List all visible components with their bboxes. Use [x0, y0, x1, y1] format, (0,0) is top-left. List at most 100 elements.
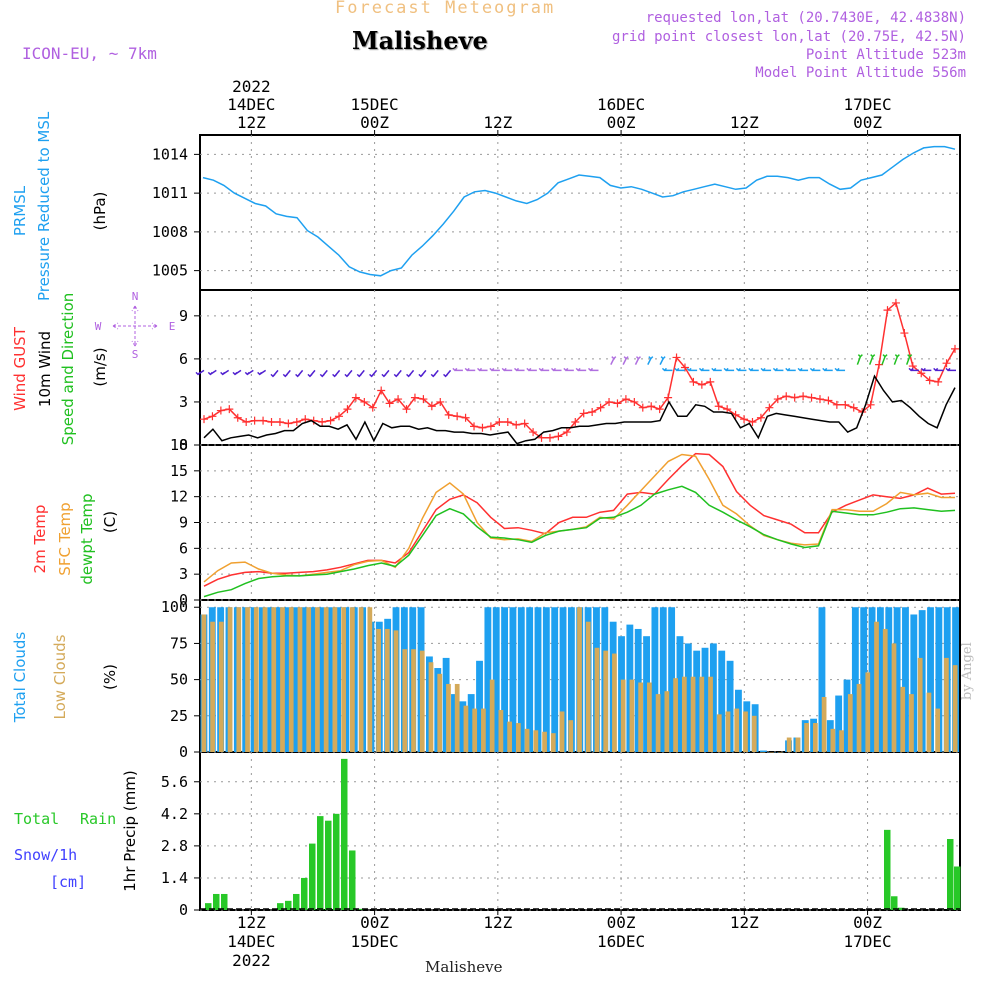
low-cloud-bar: [507, 721, 512, 752]
gust-marker: [571, 418, 580, 427]
ytick-label-3-2: 50: [170, 671, 188, 689]
ytick-label-2-6: 18: [170, 436, 188, 454]
ytick-label-3-0: 0: [179, 743, 188, 761]
ytick-label-4-0: 0: [179, 901, 188, 919]
wind-direction-arrow: [452, 367, 463, 372]
low-cloud-bar: [830, 728, 836, 752]
low-cloud-bar: [812, 723, 818, 752]
gust-marker: [503, 418, 512, 427]
bottom-hour-5: 00Z: [853, 913, 882, 932]
low-cloud-bar: [734, 708, 740, 752]
low-cloud-bar: [332, 607, 338, 752]
low-cloud-bar: [210, 621, 215, 752]
gust-marker: [723, 405, 732, 414]
gust-marker: [714, 402, 723, 411]
gust-marker: [562, 428, 571, 437]
total-cloud-bar: [476, 660, 483, 752]
gust-marker: [807, 393, 816, 402]
temp-2m-line: [203, 452, 956, 587]
low-cloud-bar: [280, 607, 285, 752]
total-cloud-bar: [701, 647, 709, 752]
low-cloud-bar: [708, 676, 713, 752]
low-cloud-bar: [288, 607, 294, 752]
wind-direction-arrow: [344, 369, 353, 378]
wind-direction-arrow: [785, 367, 796, 372]
gust-marker: [790, 393, 799, 402]
ytick-label-2-5: 15: [170, 462, 188, 480]
low-cloud-bar: [358, 607, 364, 752]
low-cloud-bar: [411, 649, 416, 752]
gust-marker: [335, 412, 344, 421]
low-cloud-bar: [315, 607, 320, 752]
wind-direction-arrow: [856, 354, 863, 365]
low-cloud-bar: [874, 621, 879, 752]
gust-marker: [385, 399, 394, 408]
low-cloud-bar: [909, 694, 914, 752]
wind-direction-arrow: [319, 369, 328, 378]
total-cloud-bar: [267, 607, 275, 752]
total-cloud-bar: [275, 607, 283, 752]
gust-marker: [419, 395, 428, 404]
gust-marker: [545, 433, 554, 442]
top-date-5: 17DEC: [843, 95, 891, 114]
wind-direction-arrow: [513, 367, 525, 372]
gust-marker: [697, 380, 706, 389]
gust-marker: [259, 416, 268, 425]
gust-marker: [832, 400, 841, 409]
gust-marker: [883, 306, 892, 315]
wind-direction-arrow: [881, 354, 888, 365]
low-cloud-bar: [594, 647, 600, 752]
wind-direction-arrow: [893, 354, 900, 365]
total-cloud-bar: [843, 679, 851, 752]
wind-direction-arrow: [723, 367, 735, 372]
wind-direction-arrow: [232, 369, 242, 376]
low-cloud-bar: [751, 715, 757, 752]
wind-direction-arrow: [356, 369, 365, 378]
gust-marker: [343, 405, 352, 414]
ytick-label-2-2: 6: [179, 539, 188, 557]
gust-marker: [377, 386, 386, 395]
low-cloud-bar: [620, 679, 626, 752]
gust-marker: [444, 410, 453, 419]
low-cloud-bar: [428, 662, 434, 752]
wind-direction-arrow: [526, 367, 537, 372]
low-cloud-bar: [786, 737, 792, 752]
low-cloud-bar: [568, 720, 574, 752]
ytick-label-4-4: 5.6: [161, 773, 188, 791]
total-cloud-bar: [651, 607, 659, 752]
wind-direction-arrow: [464, 367, 476, 372]
gust-marker: [233, 413, 242, 422]
wind-direction-arrow: [430, 369, 439, 378]
low-cloud-bar: [743, 711, 748, 752]
total-cloud-bar: [284, 607, 291, 752]
model-altitude: Model Point Altitude 556m: [755, 65, 966, 81]
gust-marker: [436, 397, 445, 406]
total-cloud-bar: [517, 607, 525, 752]
bottom-hour-3: 00Z: [607, 913, 636, 932]
wind-direction-arrow: [393, 369, 402, 378]
low-cloud-bar: [917, 657, 923, 752]
rain-bar: [357, 908, 364, 910]
wind-direction-arrow: [587, 367, 599, 372]
wind-direction-arrow: [610, 356, 617, 365]
gust-marker: [554, 432, 563, 441]
rain-bar: [285, 900, 292, 910]
wind-direction-arrow: [735, 367, 747, 372]
top-date-3: 16DEC: [597, 95, 645, 114]
ytick-label-1-1: 3: [179, 393, 188, 411]
low-cloud-bar: [393, 630, 399, 752]
low-cloud-bar: [690, 676, 696, 752]
low-cloud-bar: [454, 683, 460, 752]
total-cloud-bar: [334, 607, 341, 752]
bottom-hour-2: 12Z: [483, 913, 512, 932]
gust-marker: [394, 395, 403, 404]
low-cloud-bar: [585, 621, 591, 752]
low-cloud-bar: [481, 708, 486, 752]
wind-direction-arrow: [634, 356, 642, 365]
low-cloud-bar: [891, 643, 897, 752]
rain-bar: [277, 903, 284, 910]
low-cloud-bar: [446, 683, 451, 752]
compass-s: S: [132, 348, 139, 361]
low-cloud-bar: [716, 714, 722, 752]
